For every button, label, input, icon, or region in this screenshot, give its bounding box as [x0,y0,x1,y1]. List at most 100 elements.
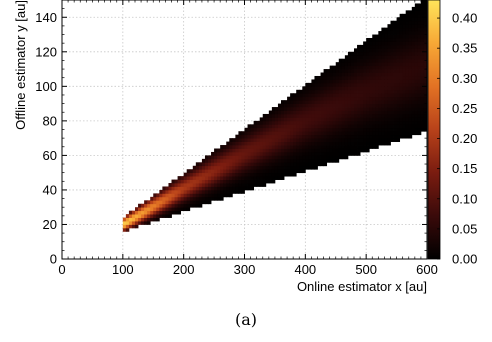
heatmap-cell [262,172,267,177]
heatmap-cell [180,196,185,201]
heatmap-cell [299,127,303,132]
heatmap-cell [253,145,258,149]
heatmap-cell [226,162,230,167]
heatmap-cell [405,55,410,60]
heatmap-cell [372,138,376,142]
heatmap-cell [305,100,309,104]
heatmap-cell [220,186,224,191]
heatmap-cell [302,127,306,132]
heatmap-cell [189,189,194,194]
heatmap-cell [414,37,419,42]
heatmap-cell [290,155,294,160]
heatmap-cell [256,127,261,132]
heatmap-cell [372,48,376,53]
heatmap-cell [338,124,343,129]
heatmap-cell [381,79,385,84]
heatmap-cell [350,103,355,108]
heatmap-cell [350,117,355,122]
heatmap-cell [423,27,427,32]
heatmap-cell [332,151,337,156]
heatmap-cell [241,138,245,142]
heatmap-cell [235,172,239,177]
heatmap-cell [299,165,303,170]
heatmap-cell [329,72,334,77]
heatmap-cell [284,110,288,115]
heatmap-cell [214,196,218,201]
heatmap-cell [171,200,175,205]
heatmap-cell [177,200,182,205]
heatmap-cell [417,31,422,35]
heatmap-cell [408,55,413,60]
heatmap-cell [357,89,361,94]
heatmap-cell [347,100,352,104]
heatmap-cell [417,24,422,29]
heatmap-cell [381,86,385,91]
heatmap-cell [354,89,358,94]
heatmap-cell [372,34,376,39]
heatmap-cell [369,75,373,80]
heatmap-cell [165,186,169,191]
heatmap-cell [174,210,178,215]
heatmap-cell [399,31,404,35]
heatmap-cell [259,145,264,149]
heatmap-cell [402,124,407,129]
heatmap-cell [423,17,427,22]
heatmap-cell [402,96,407,101]
heatmap-cell [265,120,270,125]
heatmap-cell [341,107,346,111]
heatmap-cell [262,169,267,174]
heatmap-cell [360,75,364,80]
heatmap-cell [271,148,276,153]
heatmap-cell [357,100,361,104]
heatmap-cell [214,158,218,163]
heatmap-cell [293,93,297,98]
heatmap-cell [311,86,315,91]
heatmap-cell [271,127,276,132]
heatmap-cell [150,203,154,208]
heatmap-cell [217,148,221,153]
heatmap-cell [414,48,419,53]
heatmap-cell [271,124,276,129]
heatmap-cell [350,110,355,115]
heatmap-cell [293,113,297,118]
heatmap-cell [214,186,218,191]
heatmap-cell [183,200,188,205]
heatmap-cell [293,172,297,177]
heatmap-cell [417,124,422,129]
heatmap-cell [414,120,419,125]
heatmap-cell [223,158,227,163]
heatmap-cell [372,127,376,132]
heatmap-cell [284,113,288,118]
heatmap-cell [311,145,315,149]
heatmap-cell [320,75,324,80]
heatmap-cell [402,89,407,94]
heatmap-cell [323,134,328,139]
heatmap-cell [287,100,291,104]
heatmap-cell [347,110,352,115]
heatmap-cell [238,151,242,156]
heatmap-cell [414,72,419,77]
heatmap-cell [317,127,321,132]
heatmap-cell [326,86,331,91]
heatmap-cell [408,75,413,80]
heatmap-cell [287,169,291,174]
heatmap-cell [357,51,361,56]
heatmap-cell [214,151,218,156]
heatmap-cell [408,48,413,53]
heatmap-cell [302,151,306,156]
heatmap-cell [147,217,151,222]
heatmap-cell [396,110,401,115]
heatmap-cell [168,193,172,198]
heatmap-cell [238,158,242,163]
heatmap-cell [214,172,218,177]
heatmap-cell [396,134,401,139]
heatmap-cell [201,162,206,167]
heatmap-cell [274,107,279,111]
heatmap-cell [189,183,194,187]
heatmap-cell [350,62,355,67]
heatmap-cell [378,82,382,87]
heatmap-cell [423,69,427,73]
heatmap-cell [360,138,364,142]
heatmap-cell [201,200,206,205]
heatmap-cell [393,113,397,118]
